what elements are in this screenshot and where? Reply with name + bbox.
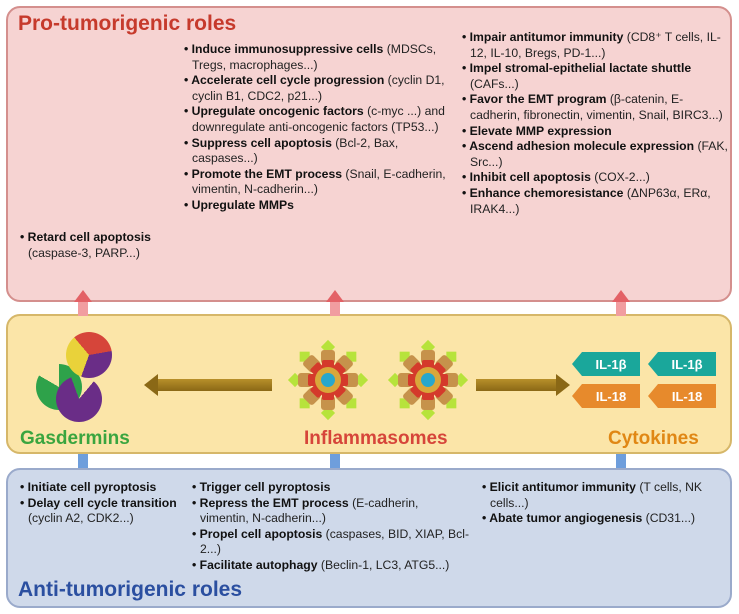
bullet-item: Repress the EMT process (E-cadherin, vim… [192,496,470,527]
cytokine-badge-il18: IL-18 [582,384,640,408]
arrow-up [74,290,92,316]
bullet-item: Initiate cell pyroptosis [20,480,182,496]
bullet-item: Induce immunosuppressive cells (MDSCs, T… [184,42,454,73]
bullet-item: Inhibit cell apoptosis (COX-2...) [462,170,732,186]
bullet-item: Favor the EMT program (β-catenin, E-cadh… [462,92,732,123]
bullet-item: Propel cell apoptosis (caspases, BID, XI… [192,527,470,558]
pro-mid-list: Induce immunosuppressive cells (MDSCs, T… [184,42,454,214]
bullet-item: Elevate MMP expression [462,124,732,140]
pro-tumorigenic-panel: Pro-tumorigenic roles Retard cell apopto… [6,6,732,302]
bullet-item: Suppress cell apoptosis (Bcl-2, Bax, cas… [184,136,454,167]
cytokine-badge-il1b: IL-1β [582,352,640,376]
anti-tumorigenic-panel: Initiate cell pyroptosis Delay cell cycl… [6,468,732,608]
pro-title: Pro-tumorigenic roles [18,12,236,36]
gasdermins-label: Gasdermins [20,428,130,450]
inflammasomes-label: Inflammasomes [304,428,448,450]
cytokines-label: Cytokines [608,428,699,450]
bullet-item: Enhance chemoresistance (ΔNP63α, ERα, IR… [462,186,732,217]
pro-right-list: Impair antitumor immunity (CD8⁺ T cells,… [462,30,732,217]
bullet-item: Abate tumor angiogenesis (CD31...) [482,511,722,527]
anti-title: Anti-tumorigenic roles [18,578,242,602]
gasdermins-graphic [36,332,126,432]
bullet-item: Delay cell cycle transition (cyclin A2, … [20,496,182,527]
bullet-item: Upregulate MMPs [184,198,454,214]
bullet-item: Impair antitumor immunity (CD8⁺ T cells,… [462,30,732,61]
bullet-item: Ascend adhesion molecule expression (FAK… [462,139,732,170]
components-panel: Gasdermins Inflammasomes IL-1β IL-18 IL-1β… [6,314,732,454]
arrow-inflam-to-cytokines [476,374,570,396]
bullet-item: Promote the EMT process (Snail, E-cadher… [184,167,454,198]
arrow-up [612,290,630,316]
pro-left-list: Retard cell apoptosis (caspase-3, PARP..… [20,230,170,261]
bullet-item: Facilitate autophagy (Beclin-1, LC3, ATG… [192,558,470,574]
bullet-item: Upregulate oncogenic factors (c-myc ...)… [184,104,454,135]
cytokine-badge-il1b: IL-1β [658,352,716,376]
anti-left-list: Initiate cell pyroptosis Delay cell cycl… [20,480,182,527]
bullet-item: Retard cell apoptosis (caspase-3, PARP..… [20,230,170,261]
arrow-inflam-to-gasdermins [144,374,272,396]
anti-right-list: Elicit antitumor immunity (T cells, NK c… [482,480,722,527]
bullet-item: Elicit antitumor immunity (T cells, NK c… [482,480,722,511]
bullet-item: Trigger cell pyroptosis [192,480,470,496]
arrow-up [326,290,344,316]
bullet-item: Impel stromal-epithelial lactate shuttle… [462,61,732,92]
bullet-item: Accelerate cell cycle progression (cycli… [184,73,454,104]
cytokine-badge-il18: IL-18 [658,384,716,408]
anti-mid-list: Trigger cell pyroptosis Repress the EMT … [192,480,470,574]
